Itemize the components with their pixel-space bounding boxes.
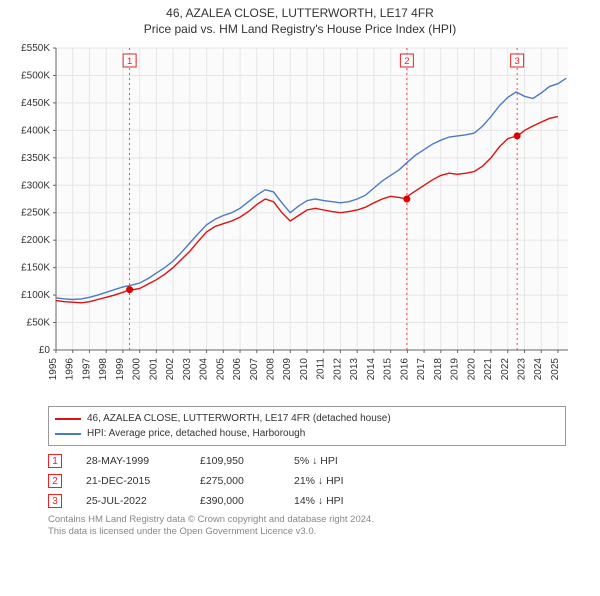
svg-text:2011: 2011 xyxy=(316,358,327,380)
svg-text:2025: 2025 xyxy=(550,358,561,381)
svg-text:2: 2 xyxy=(404,56,409,67)
footnote-line1: Contains HM Land Registry data © Crown c… xyxy=(48,514,566,526)
svg-text:2009: 2009 xyxy=(282,358,293,381)
sale-date: 21-DEC-2015 xyxy=(86,475,176,487)
svg-text:£350K: £350K xyxy=(21,153,50,164)
legend-swatch-blue xyxy=(55,433,81,435)
svg-text:£50K: £50K xyxy=(27,318,51,329)
svg-text:2005: 2005 xyxy=(215,358,226,381)
svg-text:1997: 1997 xyxy=(81,358,92,381)
sales-row: 2 21-DEC-2015 £275,000 21% ↓ HPI xyxy=(48,474,566,488)
svg-text:£550K: £550K xyxy=(21,43,50,54)
svg-text:£250K: £250K xyxy=(21,208,50,219)
footnote: Contains HM Land Registry data © Crown c… xyxy=(48,514,566,539)
sales-row: 3 25-JUL-2022 £390,000 14% ↓ HPI xyxy=(48,494,566,508)
sale-marker-box: 1 xyxy=(48,454,62,468)
sale-date: 25-JUL-2022 xyxy=(86,495,176,507)
svg-text:2006: 2006 xyxy=(232,358,243,381)
svg-text:2002: 2002 xyxy=(165,358,176,381)
footnote-line2: This data is licensed under the Open Gov… xyxy=(48,526,566,538)
svg-text:£200K: £200K xyxy=(21,235,50,246)
svg-text:2018: 2018 xyxy=(433,358,444,381)
svg-text:2010: 2010 xyxy=(299,358,310,381)
svg-text:2004: 2004 xyxy=(199,358,210,381)
svg-text:2007: 2007 xyxy=(249,358,260,381)
sales-table: 1 28-MAY-1999 £109,950 5% ↓ HPI 2 21-DEC-2015… xyxy=(48,454,566,508)
price-chart-svg: £0 £50K £100K £150K £200K £250K £300K £350K £400… xyxy=(8,40,592,400)
svg-text:1998: 1998 xyxy=(98,358,109,381)
svg-text:2024: 2024 xyxy=(533,358,544,381)
svg-text:£500K: £500K xyxy=(21,70,50,81)
svg-text:1999: 1999 xyxy=(115,358,126,381)
svg-text:£300K: £300K xyxy=(21,180,50,191)
svg-text:2020: 2020 xyxy=(466,358,477,381)
svg-text:2017: 2017 xyxy=(416,358,427,381)
chart-subtitle: Price paid vs. HM Land Registry's House … xyxy=(0,22,600,36)
svg-text:2023: 2023 xyxy=(516,358,527,381)
svg-text:1996: 1996 xyxy=(65,358,76,381)
sale-marker-box: 3 xyxy=(48,494,62,508)
legend-label-blue: HPI: Average price, detached house, Harb… xyxy=(87,426,305,441)
svg-text:2014: 2014 xyxy=(366,358,377,381)
sale-diff: 5% ↓ HPI xyxy=(294,455,384,467)
svg-text:3: 3 xyxy=(514,56,519,67)
sale-date: 28-MAY-1999 xyxy=(86,455,176,467)
sale-price: £390,000 xyxy=(200,495,270,507)
svg-text:2022: 2022 xyxy=(500,358,511,381)
legend-row-hpi: HPI: Average price, detached house, Harb… xyxy=(55,426,559,441)
legend-label-red: 46, AZALEA CLOSE, LUTTERWORTH, LE17 4FR … xyxy=(87,411,391,426)
svg-text:2016: 2016 xyxy=(399,358,410,381)
sale-diff: 14% ↓ HPI xyxy=(294,495,384,507)
svg-text:1995: 1995 xyxy=(48,358,59,381)
sale-price: £109,950 xyxy=(200,455,270,467)
svg-text:2003: 2003 xyxy=(182,358,193,381)
svg-text:2001: 2001 xyxy=(148,358,159,381)
svg-text:1: 1 xyxy=(127,56,132,67)
legend-swatch-red xyxy=(55,418,81,420)
sale-price: £275,000 xyxy=(200,475,270,487)
legend-row-property: 46, AZALEA CLOSE, LUTTERWORTH, LE17 4FR … xyxy=(55,411,559,426)
svg-text:£450K: £450K xyxy=(21,98,50,109)
svg-text:2000: 2000 xyxy=(132,358,143,381)
svg-text:£400K: £400K xyxy=(21,125,50,136)
svg-text:£0: £0 xyxy=(39,345,51,356)
svg-text:2021: 2021 xyxy=(483,358,494,381)
svg-text:2013: 2013 xyxy=(349,358,360,381)
sale-marker-box: 2 xyxy=(48,474,62,488)
svg-text:£100K: £100K xyxy=(21,290,50,301)
svg-text:2008: 2008 xyxy=(266,358,277,381)
svg-text:2019: 2019 xyxy=(450,358,461,381)
chart-title: 46, AZALEA CLOSE, LUTTERWORTH, LE17 4FR xyxy=(0,6,600,20)
sale-diff: 21% ↓ HPI xyxy=(294,475,384,487)
sales-row: 1 28-MAY-1999 £109,950 5% ↓ HPI xyxy=(48,454,566,468)
chart-area: £0 £50K £100K £150K £200K £250K £300K £350K £400… xyxy=(8,40,592,400)
svg-text:£150K: £150K xyxy=(21,263,50,274)
svg-text:2015: 2015 xyxy=(383,358,394,381)
svg-text:2012: 2012 xyxy=(332,358,343,381)
legend: 46, AZALEA CLOSE, LUTTERWORTH, LE17 4FR … xyxy=(48,406,566,446)
